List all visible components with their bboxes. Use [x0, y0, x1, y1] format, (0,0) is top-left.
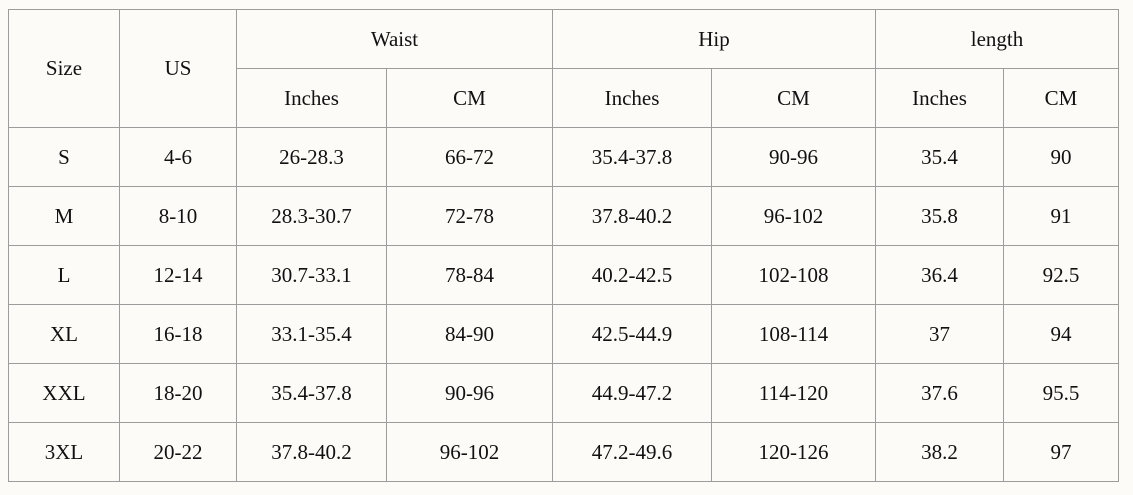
table-row: S 4-6 26-28.3 66-72 35.4-37.8 90-96 35.4 90	[8, 127, 1119, 187]
cell-length-cm: 92.5	[1003, 245, 1119, 305]
cell-hip-cm: 96-102	[711, 186, 876, 246]
header-hip-inches: Inches	[552, 68, 712, 128]
cell-size: M	[8, 186, 120, 246]
header-length-cm: CM	[1003, 68, 1119, 128]
cell-us: 12-14	[119, 245, 237, 305]
cell-length-cm: 91	[1003, 186, 1119, 246]
cell-waist-cm: 66-72	[386, 127, 553, 187]
cell-waist-cm: 72-78	[386, 186, 553, 246]
header-waist-inches: Inches	[236, 68, 387, 128]
cell-waist-cm: 78-84	[386, 245, 553, 305]
cell-hip-inches: 35.4-37.8	[552, 127, 712, 187]
table-row: XXL 18-20 35.4-37.8 90-96 44.9-47.2 114-120 37…	[8, 363, 1119, 423]
cell-hip-cm: 114-120	[711, 363, 876, 423]
cell-waist-inches: 30.7-33.1	[236, 245, 387, 305]
cell-hip-cm: 90-96	[711, 127, 876, 187]
table-row: XL 16-18 33.1-35.4 84-90 42.5-44.9 108-114 37 9…	[8, 304, 1119, 364]
cell-length-inches: 38.2	[875, 422, 1004, 482]
cell-length-cm: 94	[1003, 304, 1119, 364]
cell-hip-cm: 108-114	[711, 304, 876, 364]
cell-hip-cm: 120-126	[711, 422, 876, 482]
size-chart-table: Size US Waist Hip length Inches CM Inche…	[8, 9, 1119, 482]
cell-us: 8-10	[119, 186, 237, 246]
cell-waist-cm: 96-102	[386, 422, 553, 482]
cell-length-inches: 37.6	[875, 363, 1004, 423]
table-row: M 8-10 28.3-30.7 72-78 37.8-40.2 96-102 35.8 91	[8, 186, 1119, 246]
cell-waist-inches: 37.8-40.2	[236, 422, 387, 482]
cell-length-inches: 35.8	[875, 186, 1004, 246]
cell-waist-inches: 33.1-35.4	[236, 304, 387, 364]
header-waist-cm: CM	[386, 68, 553, 128]
cell-waist-cm: 90-96	[386, 363, 553, 423]
header-length: length	[875, 9, 1119, 69]
cell-us: 20-22	[119, 422, 237, 482]
header-us: US	[119, 9, 237, 128]
cell-hip-inches: 40.2-42.5	[552, 245, 712, 305]
cell-length-cm: 97	[1003, 422, 1119, 482]
cell-hip-inches: 44.9-47.2	[552, 363, 712, 423]
cell-size: L	[8, 245, 120, 305]
table-row: L 12-14 30.7-33.1 78-84 40.2-42.5 102-108 36.4…	[8, 245, 1119, 305]
cell-size: XL	[8, 304, 120, 364]
cell-waist-inches: 26-28.3	[236, 127, 387, 187]
cell-hip-cm: 102-108	[711, 245, 876, 305]
cell-waist-inches: 35.4-37.8	[236, 363, 387, 423]
cell-length-inches: 36.4	[875, 245, 1004, 305]
header-hip-cm: CM	[711, 68, 876, 128]
table-body: S 4-6 26-28.3 66-72 35.4-37.8 90-96 35.4 90 M 8-1…	[8, 127, 1119, 482]
cell-length-inches: 35.4	[875, 127, 1004, 187]
cell-hip-inches: 37.8-40.2	[552, 186, 712, 246]
header-waist: Waist	[236, 9, 553, 69]
cell-us: 18-20	[119, 363, 237, 423]
cell-hip-inches: 47.2-49.6	[552, 422, 712, 482]
table-row: 3XL 20-22 37.8-40.2 96-102 47.2-49.6 120-126 3…	[8, 422, 1119, 482]
cell-us: 4-6	[119, 127, 237, 187]
cell-hip-inches: 42.5-44.9	[552, 304, 712, 364]
header-row-groups: Size US Waist Hip length	[8, 9, 1119, 128]
header-size: Size	[8, 9, 120, 128]
cell-size: 3XL	[8, 422, 120, 482]
header-length-inches: Inches	[875, 68, 1004, 128]
cell-us: 16-18	[119, 304, 237, 364]
cell-size: XXL	[8, 363, 120, 423]
cell-waist-cm: 84-90	[386, 304, 553, 364]
cell-waist-inches: 28.3-30.7	[236, 186, 387, 246]
cell-length-inches: 37	[875, 304, 1004, 364]
header-hip: Hip	[552, 9, 876, 69]
cell-length-cm: 90	[1003, 127, 1119, 187]
cell-length-cm: 95.5	[1003, 363, 1119, 423]
cell-size: S	[8, 127, 120, 187]
